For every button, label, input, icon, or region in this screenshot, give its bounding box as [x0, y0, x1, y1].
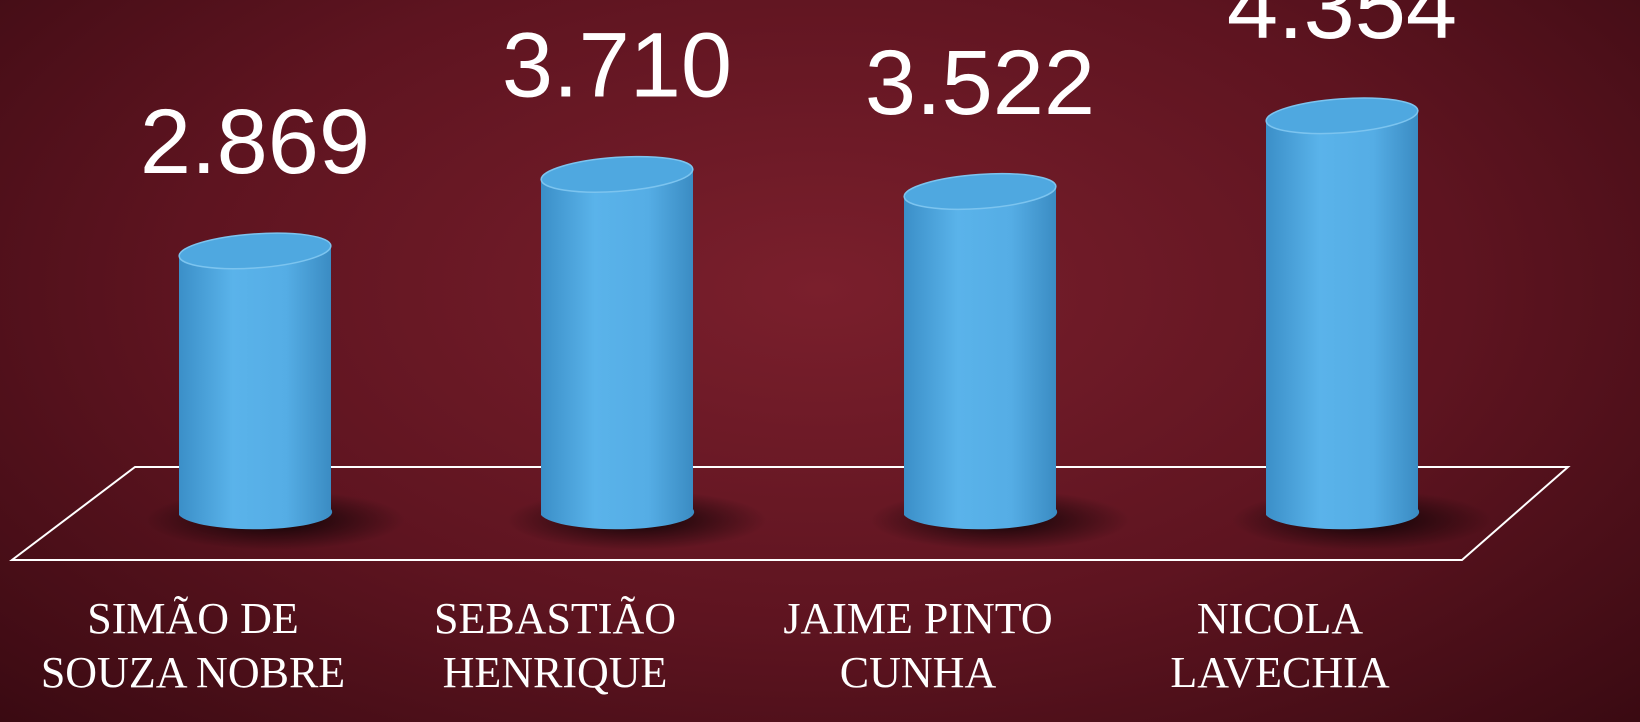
bar	[903, 172, 1058, 530]
x-tick-label: NICOLA LAVECHIA	[1170, 594, 1390, 697]
x-tick-label: JAIME PINTO CUNHA	[783, 594, 1053, 697]
value-label: 4.354	[1227, 0, 1457, 58]
x-tick-label: SIMÃO DE SOUZA NOBRE	[40, 594, 346, 697]
value-label: 3.710	[502, 15, 732, 117]
bar	[540, 155, 695, 530]
bar	[178, 232, 333, 530]
value-label: 2.869	[140, 91, 370, 193]
x-tick-label: SEBASTIÃO HENRIQUE	[433, 594, 677, 697]
floor	[9, 466, 1571, 561]
bar	[1265, 97, 1420, 530]
value-label: 3.522	[865, 32, 1095, 134]
